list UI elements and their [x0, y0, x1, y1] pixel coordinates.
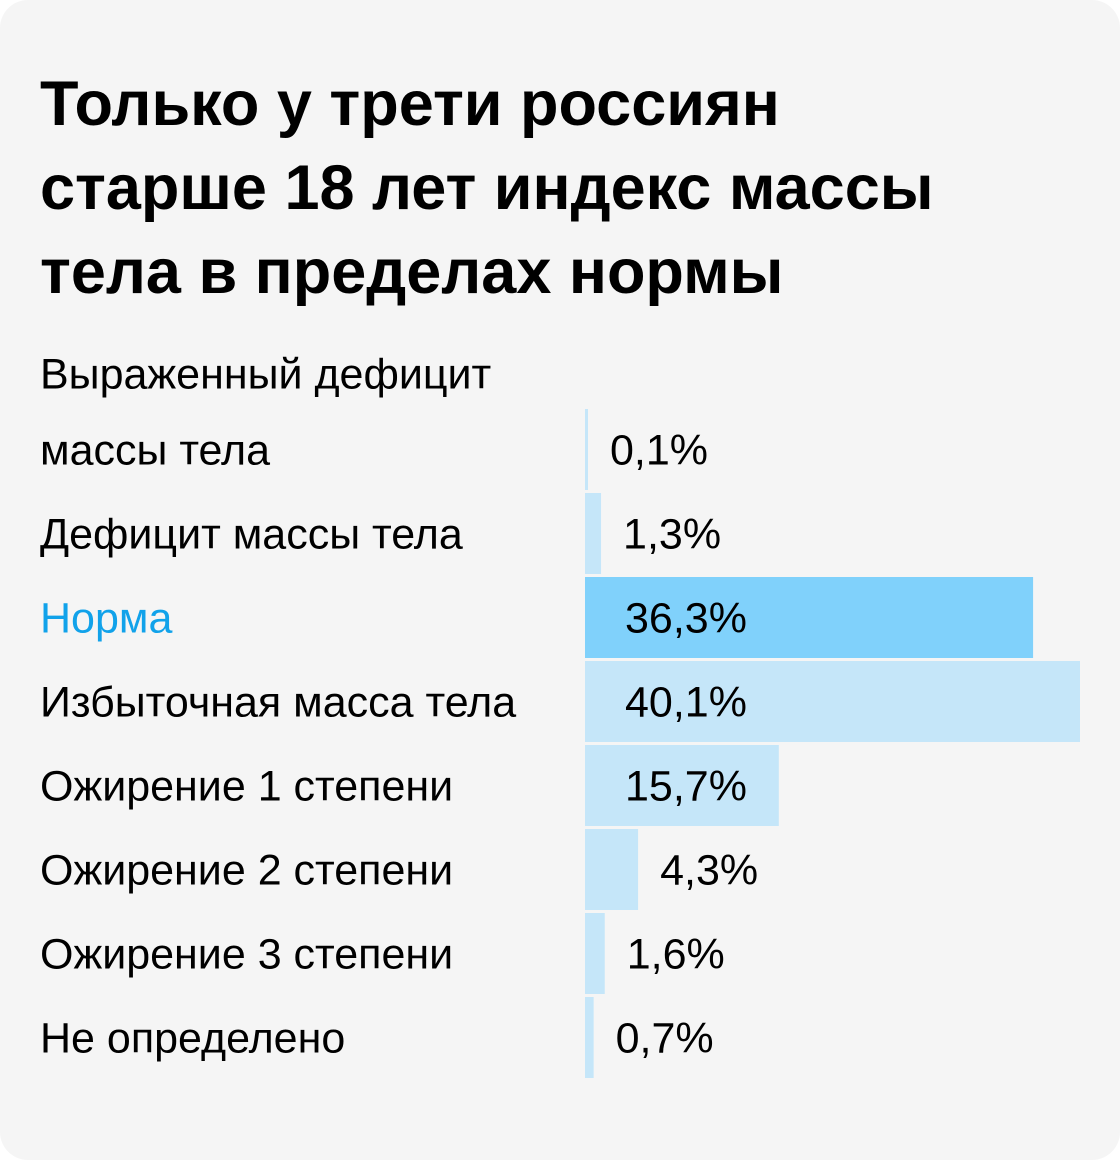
- bar: [585, 997, 594, 1078]
- chart-title: Только у трети россиян старше 18 лет инд…: [40, 62, 1080, 314]
- category-label: Выраженный дефицит массы тела: [40, 351, 491, 475]
- bar-row: Ожирение 3 степени 1,6%: [40, 913, 725, 994]
- category-label: Ожирение 1 степени: [40, 763, 453, 811]
- bar-row: Норма 36,3%: [40, 577, 1034, 658]
- category-label: Ожирение 2 степени: [40, 847, 453, 895]
- value-label: 40,1%: [625, 679, 747, 727]
- bar: [585, 829, 639, 910]
- category-label: Избыточная масса тела: [40, 679, 516, 727]
- category-label: Не определено: [40, 1015, 345, 1063]
- bar-row: Ожирение 2 степени 4,3%: [40, 829, 758, 910]
- bar: [585, 577, 1034, 658]
- bar-row: Ожирение 1 степени 15,7%: [40, 745, 779, 826]
- bar-row: Дефицит массы тела 1,3%: [40, 493, 721, 574]
- category-label: Дефицит массы тела: [40, 511, 463, 559]
- bar-row: Не определено 0,7%: [40, 997, 714, 1078]
- bar-row: Выраженный дефицит массы тела 0,1%: [40, 351, 708, 490]
- bar: [585, 409, 588, 490]
- value-label: 4,3%: [660, 847, 758, 895]
- chart-title-line: Только у трети россиян: [40, 69, 780, 139]
- value-label: 0,7%: [616, 1015, 714, 1063]
- value-label: 36,3%: [625, 595, 747, 643]
- chart-title-line: старше 18 лет индекс массы: [40, 153, 934, 223]
- bar: [585, 913, 605, 994]
- value-label: 0,1%: [610, 427, 708, 475]
- value-label: 15,7%: [625, 763, 747, 811]
- bar-row: Избыточная масса тела 40,1%: [40, 661, 1080, 742]
- category-label: Ожирение 3 степени: [40, 931, 453, 979]
- value-label: 1,6%: [627, 931, 725, 979]
- bar: [585, 745, 779, 826]
- bar: [585, 493, 602, 574]
- category-label: Норма: [40, 595, 172, 643]
- value-label: 1,3%: [623, 511, 721, 559]
- chart-title-line: тела в пределах нормы: [40, 237, 784, 307]
- bar: [585, 661, 1080, 742]
